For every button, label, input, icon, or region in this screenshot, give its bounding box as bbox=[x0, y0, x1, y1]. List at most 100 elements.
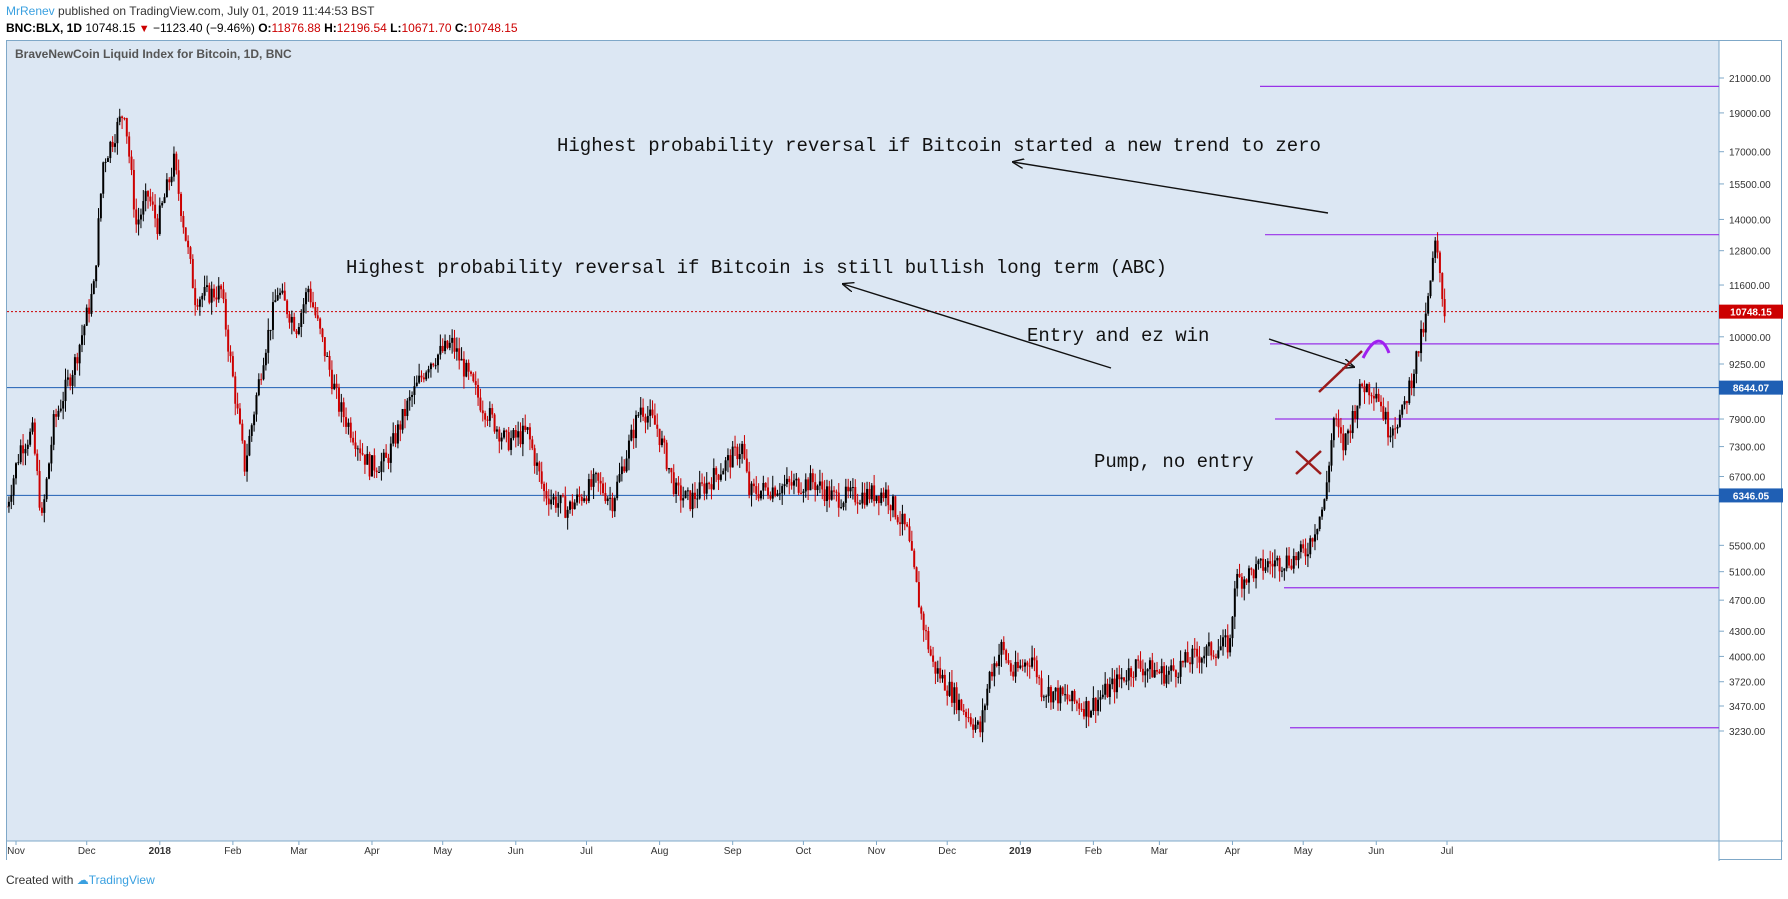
candle-body bbox=[533, 448, 536, 466]
candle-body bbox=[1391, 428, 1394, 436]
candle-body bbox=[554, 496, 557, 508]
x-tick-label: Dec bbox=[938, 846, 956, 857]
candle-body bbox=[1427, 296, 1430, 314]
tradingview-brand[interactable]: TradingView bbox=[88, 873, 155, 887]
candle-body bbox=[1330, 440, 1333, 466]
candle-body bbox=[691, 492, 694, 510]
arrow-to-entry bbox=[1268, 338, 1354, 367]
candle-body bbox=[333, 383, 336, 390]
candle-body bbox=[7, 506, 8, 508]
candle-body bbox=[731, 446, 734, 468]
candle-body bbox=[609, 497, 612, 499]
candle-body bbox=[1057, 687, 1060, 704]
candle-body bbox=[557, 503, 560, 508]
candle-body bbox=[528, 427, 531, 440]
candle-body bbox=[561, 495, 564, 497]
candle-body bbox=[1139, 660, 1142, 669]
candle-body bbox=[651, 409, 654, 416]
candle-body bbox=[564, 496, 567, 518]
candle-body bbox=[587, 479, 590, 501]
candle-body bbox=[224, 299, 227, 330]
candle-body bbox=[594, 473, 597, 475]
candle-body bbox=[955, 687, 958, 711]
candle-body bbox=[1130, 668, 1133, 677]
chart-panel[interactable]: BraveNewCoin Liquid Index for Bitcoin, 1… bbox=[6, 40, 1783, 861]
candle-body bbox=[891, 496, 894, 511]
candle-body bbox=[844, 486, 847, 503]
candle-body bbox=[882, 492, 885, 499]
candle-body bbox=[462, 358, 465, 377]
candle-body bbox=[778, 493, 781, 495]
price-chart[interactable]: BraveNewCoin Liquid Index for Bitcoin, 1… bbox=[7, 41, 1783, 861]
candle-body bbox=[411, 394, 414, 397]
candle-body bbox=[102, 162, 105, 194]
candle-body bbox=[1424, 313, 1427, 333]
candle-body bbox=[29, 431, 32, 445]
candle-body bbox=[969, 717, 972, 725]
candle-body bbox=[194, 288, 197, 306]
candle-body bbox=[842, 502, 845, 508]
candle-body bbox=[715, 468, 718, 475]
candle-body bbox=[250, 425, 253, 436]
candle-body bbox=[352, 437, 355, 443]
candle-body bbox=[1087, 701, 1090, 718]
candle-body bbox=[1184, 652, 1187, 663]
candle-body bbox=[484, 413, 487, 420]
candle-body bbox=[1031, 657, 1034, 667]
candle-body bbox=[78, 344, 81, 364]
candle-body bbox=[1085, 701, 1088, 717]
candle-body bbox=[33, 422, 36, 454]
candle-body bbox=[335, 383, 338, 388]
candle-body bbox=[866, 488, 869, 505]
candle-body bbox=[1328, 465, 1331, 483]
candle-body bbox=[1231, 616, 1234, 639]
candle-body bbox=[950, 681, 953, 703]
candle-body bbox=[703, 483, 706, 494]
x-tick-label: Feb bbox=[224, 846, 242, 857]
x-tick-label: Mar bbox=[290, 846, 308, 857]
candle-body bbox=[1141, 668, 1144, 676]
tradingview-logo-icon[interactable]: ☁ bbox=[76, 873, 89, 887]
candle-body bbox=[670, 468, 673, 473]
candle-body bbox=[366, 453, 369, 465]
candle-body bbox=[517, 431, 520, 438]
candle-body bbox=[1205, 646, 1208, 656]
candle-body bbox=[43, 499, 46, 513]
candle-body bbox=[154, 204, 157, 219]
high-label: H: bbox=[324, 21, 337, 35]
candle-body bbox=[1042, 696, 1045, 698]
candle-body bbox=[1422, 328, 1425, 333]
candle-body bbox=[451, 337, 454, 343]
candle-body bbox=[1092, 697, 1095, 712]
candle-body bbox=[1377, 393, 1380, 402]
candle-body bbox=[45, 478, 48, 500]
candle-body bbox=[26, 444, 29, 449]
candle-body bbox=[635, 415, 638, 439]
candle-body bbox=[1163, 666, 1166, 684]
candle-body bbox=[253, 414, 256, 426]
candle-body bbox=[1325, 482, 1328, 500]
candle-body bbox=[149, 196, 152, 202]
candle-body bbox=[210, 288, 213, 303]
candle-body bbox=[719, 474, 722, 480]
candle-body bbox=[976, 721, 979, 725]
author-link[interactable]: MrRenev bbox=[6, 4, 55, 18]
candle-body bbox=[797, 478, 800, 493]
candle-body bbox=[323, 337, 326, 357]
candle-body bbox=[717, 474, 720, 480]
candle-body bbox=[1429, 280, 1432, 297]
candle-body bbox=[314, 307, 317, 316]
candle-body bbox=[328, 355, 331, 370]
candle-body bbox=[1344, 433, 1347, 451]
candle-body bbox=[1033, 657, 1036, 661]
candle-body bbox=[785, 478, 788, 485]
candle-body bbox=[81, 335, 84, 345]
candle-body bbox=[1167, 670, 1170, 675]
candle-body bbox=[1080, 708, 1083, 710]
candle-body bbox=[304, 292, 307, 305]
candle-body bbox=[62, 401, 65, 409]
candle-body bbox=[1410, 380, 1413, 388]
y-tick-label: 17000.00 bbox=[1729, 148, 1771, 159]
candle-body bbox=[1288, 555, 1291, 566]
candle-body bbox=[208, 285, 211, 303]
